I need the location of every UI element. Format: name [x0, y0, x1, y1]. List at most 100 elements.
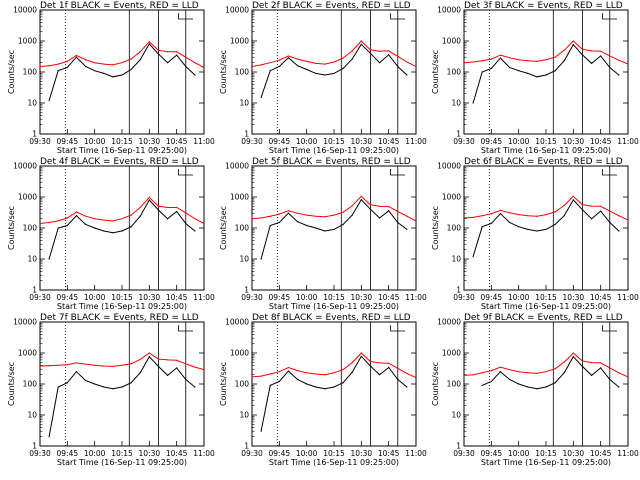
- chart-9-x-axis-label: Start Time (16-Sep-11 09:25:00): [481, 458, 611, 467]
- chart-1-series-lld-point: [157, 49, 160, 51]
- chart-9-series-lld-point: [464, 374, 465, 376]
- chart-8-series-events-point: [306, 383, 308, 385]
- chart-8-y-tick-label: 10000: [225, 318, 249, 327]
- chart-8-series-events-point: [333, 386, 335, 388]
- chart-5-x-axis-label: Start Time (16-Sep-11 09:25:00): [269, 302, 399, 311]
- chart-7-series-lld-point: [40, 365, 41, 367]
- chart-3-series-lld-point: [600, 50, 602, 52]
- chart-2-series-lld-point: [260, 64, 262, 66]
- chart-5-x-tick-label: 09:45: [269, 293, 291, 302]
- chart-5-series-lld-point: [415, 220, 416, 222]
- chart-7-series-events-point: [139, 372, 141, 374]
- chart-6-series-lld-point: [609, 210, 611, 212]
- chart-3-series-events-point: [618, 74, 620, 76]
- chart-1-corner-bracket: [178, 13, 194, 20]
- chart-4-series-lld-point: [157, 205, 160, 207]
- chart-4-series-events-line: [48, 199, 196, 260]
- chart-9-y-tick-label: 1000: [442, 349, 461, 358]
- chart-5-series-lld-point: [315, 215, 317, 217]
- chart-8-series-events-point: [287, 370, 290, 372]
- chart-4-y-axis-label: Counts/sec: [7, 206, 16, 250]
- chart-9-series-events-point: [590, 374, 593, 376]
- chart-6-series-events-point: [481, 226, 483, 228]
- chart-2-series-lld-point: [269, 62, 271, 64]
- chart-1-y-tick-label: 1: [32, 130, 37, 139]
- chart-3-series-lld-point: [554, 56, 556, 58]
- chart-5-series-lld-point: [360, 195, 362, 197]
- chart-4-corner-bracket: [178, 169, 194, 176]
- chart-8-x-tick-label: 10:15: [323, 449, 345, 458]
- chart-1-series-events-point: [166, 62, 169, 64]
- chart-3-series-lld-point: [472, 61, 474, 63]
- chart-3-x-tick-label: 10:15: [535, 137, 557, 146]
- chart-4-title: Det 4f BLACK = Events, RED = LLD: [40, 157, 199, 167]
- chart-2-series-lld-line: [252, 40, 416, 67]
- chart-8-series-lld-point: [306, 372, 308, 374]
- chart-2-y-axis-label: Counts/sec: [219, 50, 228, 94]
- chart-1-series-events-line: [48, 43, 196, 101]
- chart-8-series-events-point: [360, 355, 362, 357]
- chart-5-series-lld-point: [388, 206, 390, 208]
- chart-5-series-lld-point: [260, 217, 262, 219]
- chart-2-series-events-point: [306, 68, 308, 71]
- chart-9-series-events-point: [536, 388, 538, 390]
- chart-4-series-lld-point: [203, 222, 204, 225]
- chart-2-series-events-point: [351, 58, 353, 60]
- chart-8-series-lld-point: [397, 367, 399, 369]
- chart-2-series-events-point: [360, 43, 362, 45]
- chart-8-x-tick-label: 10:45: [378, 449, 400, 458]
- chart-7-series-events-point: [166, 374, 169, 376]
- chart-9-series-lld-point: [581, 360, 584, 362]
- chart-7-series-events-point: [112, 388, 114, 390]
- chart-1-x-tick-label: 10:45: [166, 137, 188, 146]
- chart-8-series-lld-point: [278, 371, 280, 373]
- chart-4-series-events-point: [84, 223, 87, 226]
- chart-5-series-events-point: [342, 223, 344, 226]
- chart-1-series-lld-point: [130, 58, 132, 60]
- chart-2-x-tick-label: 10:00: [296, 137, 318, 146]
- chart-6-series-lld-point: [600, 205, 602, 207]
- chart-5-series-lld-point: [278, 213, 280, 215]
- chart-2-series-events-point: [260, 96, 262, 99]
- chart-8-series-events-point: [342, 382, 344, 384]
- chart-2-y-tick-label: 100: [235, 68, 250, 77]
- chart-3-series-lld-point: [572, 40, 574, 42]
- chart-7-series-events-point: [130, 382, 132, 384]
- chart-7-x-tick-label: 10:00: [84, 449, 106, 458]
- chart-1-series-events-point: [112, 76, 114, 78]
- chart-2-series-lld-point: [306, 60, 308, 62]
- chart-2-x-tick-label: 09:45: [269, 137, 291, 146]
- chart-3-series-lld-line: [464, 40, 628, 65]
- chart-9-series-lld-point: [472, 374, 474, 376]
- chart-4-series-lld-point: [139, 206, 141, 209]
- chart-7-y-axis-label: Counts/sec: [7, 362, 16, 406]
- chart-9-series-events-point: [481, 384, 483, 387]
- chart-5-series-events-point: [378, 217, 381, 219]
- chart-4-series-events-point: [185, 222, 187, 225]
- chart-1-x-tick-label: 11:00: [193, 137, 215, 146]
- chart-2-series-lld-point: [388, 50, 390, 52]
- chart-3-series-events-point: [472, 102, 474, 104]
- chart-2-series-events-point: [296, 65, 299, 67]
- chart-6-series-lld-point: [464, 217, 465, 219]
- chart-9-y-axis-label: Counts/sec: [431, 362, 440, 406]
- chart-7-panel: Det 7f BLACK = Events, RED = LLD 1 10 100 10…: [7, 313, 215, 467]
- chart-2-series-lld-point: [369, 49, 372, 51]
- chart-9-series-events-point: [600, 367, 602, 369]
- chart-7-series-lld-point: [94, 364, 96, 366]
- chart-5-plot-frame: [251, 165, 417, 291]
- chart-1-series-lld-point: [139, 51, 141, 53]
- chart-5-series-events-point: [287, 212, 290, 214]
- chart-6-series-lld-point: [536, 215, 538, 217]
- chart-6-y-axis-label: Counts/sec: [431, 206, 440, 250]
- chart-6-series-lld-point: [545, 214, 547, 216]
- chart-6-series-lld-point: [572, 195, 574, 197]
- chart-8-series-lld-point: [351, 362, 353, 364]
- chart-3-series-events-point: [518, 70, 520, 72]
- chart-2-series-events-point: [369, 52, 372, 54]
- chart-5-series-lld-point: [252, 218, 253, 220]
- chart-1-series-events-point: [148, 43, 150, 45]
- chart-6-title: Det 6f BLACK = Events, RED = LLD: [464, 157, 623, 167]
- chart-1-series-lld-point: [48, 65, 50, 67]
- chart-9-series-lld-point: [499, 366, 502, 368]
